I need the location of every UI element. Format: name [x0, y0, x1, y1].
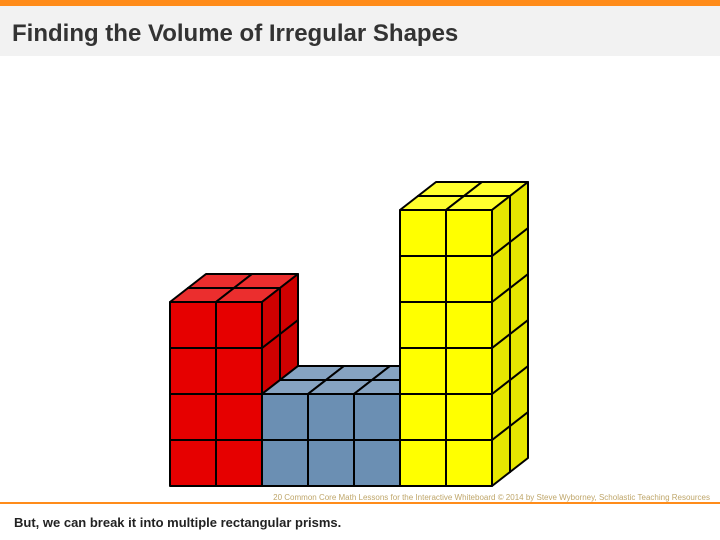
- copyright-text: 20 Common Core Math Lessons for the Inte…: [273, 493, 710, 502]
- diagram-stage: [0, 56, 720, 504]
- footer-text: But, we can break it into multiple recta…: [14, 515, 341, 530]
- footer-band: But, we can break it into multiple recta…: [0, 502, 720, 540]
- header-band: Finding the Volume of Irregular Shapes: [0, 0, 720, 64]
- cubes-diagram: [0, 56, 720, 504]
- page-title: Finding the Volume of Irregular Shapes: [12, 20, 458, 48]
